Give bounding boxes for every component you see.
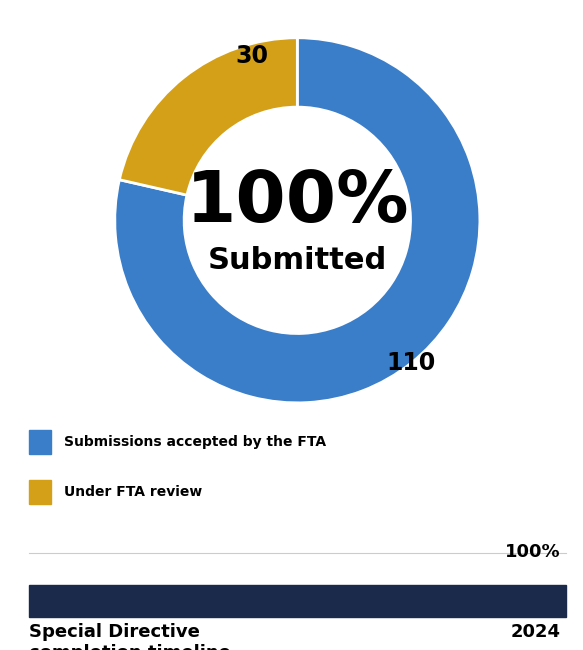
Text: Special Directive
completion timeline: Special Directive completion timeline (29, 623, 231, 650)
Text: Submissions accepted by the FTA: Submissions accepted by the FTA (64, 436, 326, 449)
Bar (29, 430, 51, 454)
Text: 100%: 100% (185, 168, 409, 237)
Text: 100%: 100% (504, 543, 560, 561)
Wedge shape (115, 38, 480, 403)
Text: 110: 110 (386, 351, 435, 374)
Bar (29, 480, 51, 504)
Bar (29, 585, 566, 617)
Text: Under FTA review: Under FTA review (64, 486, 202, 499)
Text: 30: 30 (235, 44, 268, 68)
Wedge shape (120, 38, 297, 195)
Text: Submitted: Submitted (208, 246, 387, 275)
Text: 2024: 2024 (510, 623, 560, 641)
